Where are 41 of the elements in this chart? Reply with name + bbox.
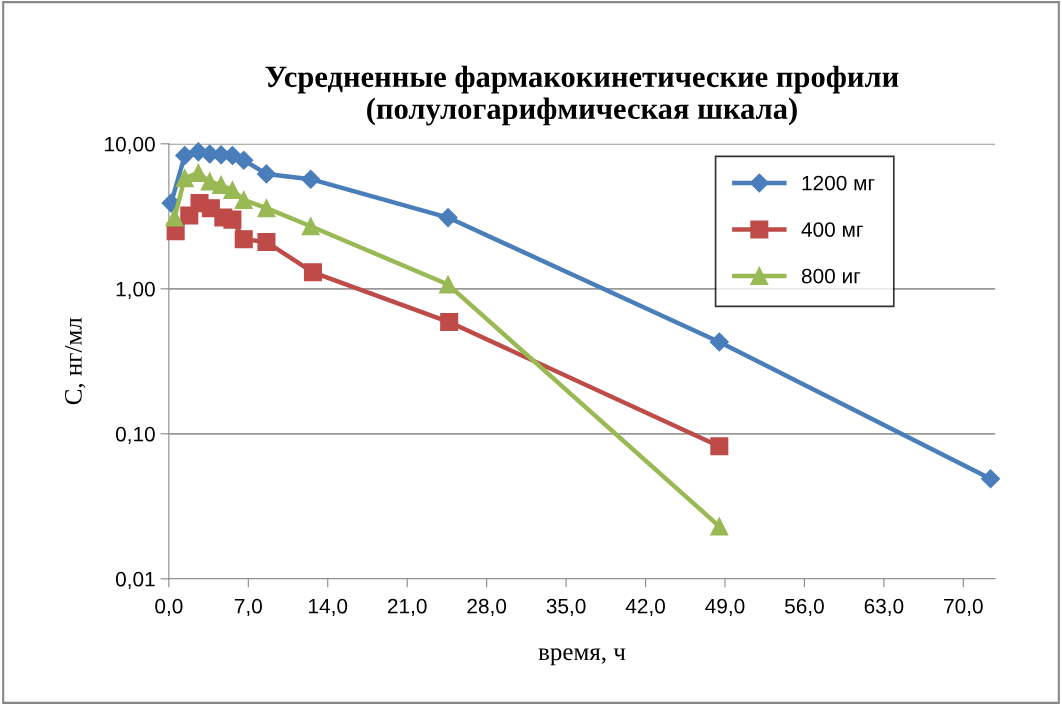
point [981,469,1001,489]
legend-label: 800 иг [801,268,861,284]
point [710,437,729,456]
point [212,175,231,195]
x-tick-label: 0,0 [155,598,183,617]
x-tick-label: 35,0 [546,598,586,617]
x-tick-label: 7,0 [234,598,262,617]
chart-title: Усредненные фармакокинетические профили (полулогарифмическая шкала) [265,65,899,126]
point [303,263,323,282]
point [301,217,320,236]
x-axis-title: время, ч [538,648,626,666]
x-tick-label: 49,0 [705,598,745,617]
point [175,169,194,188]
point [234,150,254,170]
point [438,208,458,228]
x-tick-label: 56,0 [784,598,824,617]
y-tick-label: 0,10 [115,426,155,445]
point [165,208,184,227]
x-tick-label: 21,0 [387,598,427,617]
y-tick-label: 0,01 [115,571,155,590]
point [301,169,321,189]
point [440,313,459,332]
y-tick-label: 1,00 [116,281,155,300]
x-tick-label: 70,0 [944,598,983,617]
y-tick-label: 10,00 [105,136,155,155]
x-tick-label: 14,0 [309,598,348,617]
point [223,210,242,229]
point [234,190,253,209]
point [234,230,253,249]
point [710,517,729,536]
x-tick-label: 63,0 [864,598,904,617]
legend-label: 1200 мг [802,175,875,191]
x-tick-label: 42,0 [625,598,665,617]
y-axis-title: С, нг/мл [64,317,86,405]
legend-label: 400 мг [801,222,863,237]
point [257,233,276,252]
point [257,199,276,218]
x-tick-label: 28,0 [467,598,507,617]
point [256,164,276,184]
point [709,332,729,352]
point [175,146,195,166]
